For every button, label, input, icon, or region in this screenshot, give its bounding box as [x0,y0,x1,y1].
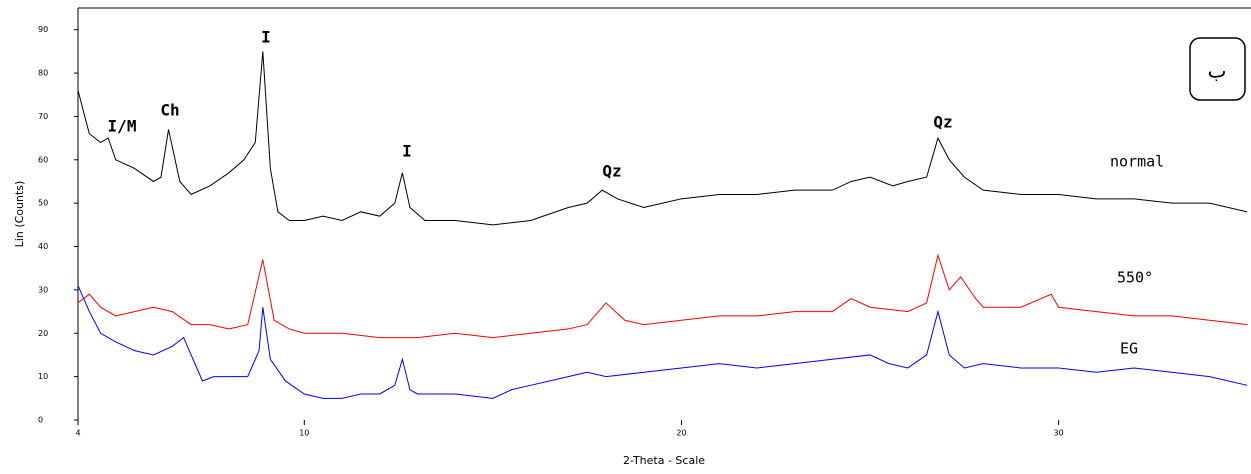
y-tick-label: 0 [38,416,43,425]
x-axis-label: 2-Theta - Scale [623,454,705,467]
series-line [77,253,1248,339]
peak-annotation: I/M [108,117,137,136]
peak-annotation: Qz [933,113,952,132]
series-label: 550° [1117,269,1153,287]
peak-annotation: Ch [160,101,179,120]
y-tick-label: 40 [38,242,48,251]
panel-box [1189,37,1246,101]
y-tick-label: 60 [38,155,48,164]
x-tick-label: 4 [75,429,80,438]
panel-label: ب [1208,59,1227,83]
series-line [77,285,1248,399]
series-line [77,51,1248,226]
x-tick-label: 10 [299,429,309,438]
series-label: EG [1120,340,1138,358]
x-tick-label: 20 [676,429,686,438]
series-label: normal [1110,153,1164,171]
y-tick-label: 10 [38,372,48,381]
y-tick-label: 70 [38,112,48,121]
peak-annotation: I [261,28,271,47]
peak-annotation: I [402,142,412,161]
y-tick-label: 20 [38,329,48,338]
y-tick-label: 90 [38,25,48,34]
y-tick-label: 80 [38,69,48,78]
y-tick-label: 50 [38,199,48,208]
x-tick-label: 30 [1054,429,1064,438]
peak-annotation: Qz [602,162,621,181]
y-axis-label: Lin (Counts) [13,181,26,248]
y-tick-label: 30 [38,285,48,294]
